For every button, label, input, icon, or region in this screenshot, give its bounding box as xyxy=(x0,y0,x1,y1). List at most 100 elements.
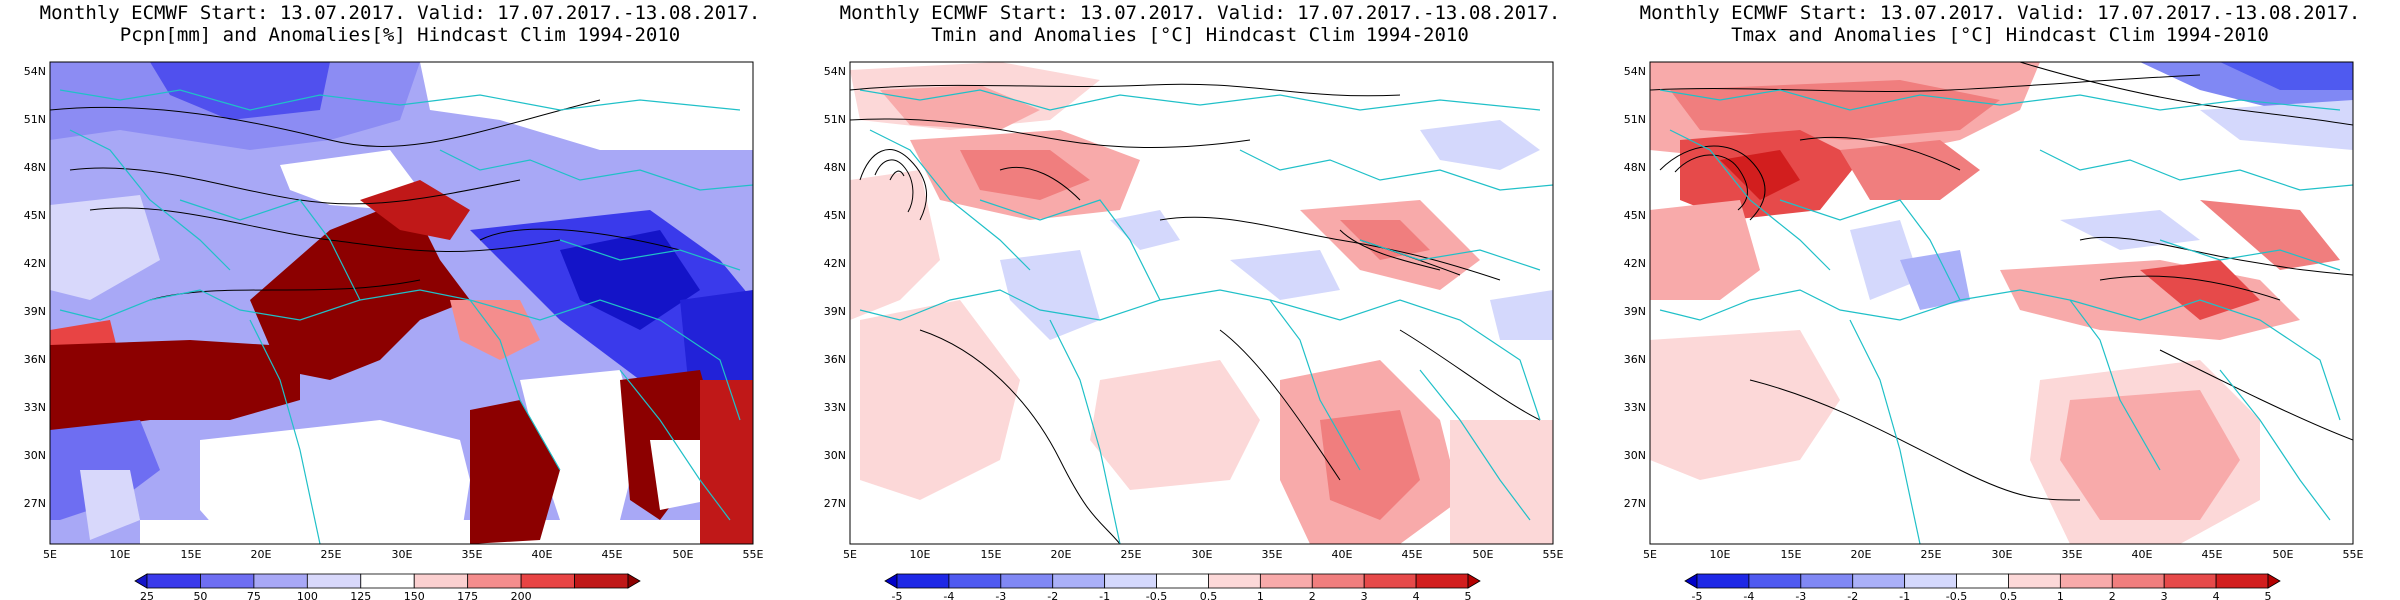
lat-label: 51N xyxy=(24,113,46,126)
colorbar-swatch xyxy=(413,573,469,589)
lon-label: 15E xyxy=(1781,548,1802,561)
colorbar-swatch xyxy=(1104,573,1157,589)
colorbar-label: 0.5 xyxy=(1200,590,1218,600)
lon-label: 25E xyxy=(321,548,342,561)
lat-label: 30N xyxy=(24,449,46,462)
tmax-colorbar: -5 -4 -3 -2 -1 -0.5 0.5 1 2 3 4 5 xyxy=(1684,573,2281,600)
lat-label: 54N xyxy=(24,65,46,78)
lat-label: 51N xyxy=(824,113,846,126)
lat-label: 33N xyxy=(824,401,846,414)
lat-label: 48N xyxy=(24,161,46,174)
colorbar-label: 25 xyxy=(140,590,154,600)
panel-precipitation: Monthly ECMWF Start: 13.07.2017. Valid: … xyxy=(0,0,800,600)
colorbar-swatch xyxy=(1415,573,1469,589)
colorbar-swatch xyxy=(1800,573,1854,589)
colorbar-swatch xyxy=(2008,573,2061,589)
lon-label: 45E xyxy=(602,548,623,561)
colorbar-swatch xyxy=(1052,573,1106,589)
panel-tmin: Monthly ECMWF Start: 13.07.2017. Valid: … xyxy=(800,0,1600,600)
panel-title-line2: Pcpn[mm] and Anomalies[%] Hindcast Clim … xyxy=(119,24,681,46)
precip-colorbar: 25 50 75 100 125 150 175 200 xyxy=(134,573,641,600)
colorbar-high-arrow xyxy=(627,573,641,589)
lon-label: 25E xyxy=(1921,548,1942,561)
tmax-map: 54N 51N 48N 45N 42N 39N 36N 33N 30N 27N … xyxy=(1624,61,2364,600)
lat-label: 54N xyxy=(824,65,846,78)
colorbar-swatch xyxy=(574,573,629,589)
colorbar-label: 5 xyxy=(2265,590,2272,600)
lon-label: 40E xyxy=(1332,548,1353,561)
lat-label: 48N xyxy=(824,161,846,174)
lat-label: 51N xyxy=(1624,113,1646,126)
colorbar-label: -3 xyxy=(1795,590,1806,600)
colorbar-label: 2 xyxy=(2109,590,2116,600)
colorbar-label: -3 xyxy=(995,590,1006,600)
colorbar-swatch xyxy=(1259,573,1313,589)
latitude-axis: 54N 51N 48N 45N 42N 39N 36N 33N 30N 27N xyxy=(1624,65,1646,510)
colorbar-label: -0.5 xyxy=(1946,590,1967,600)
colorbar-swatch xyxy=(1904,573,1957,589)
longitude-axis: 5E 10E 15E 20E 25E 30E 35E 40E 45E 50E 5… xyxy=(43,548,763,561)
colorbar-label: -5 xyxy=(1692,590,1703,600)
lat-label: 39N xyxy=(824,305,846,318)
lon-label: 35E xyxy=(462,548,483,561)
lat-label: 42N xyxy=(1624,257,1646,270)
lon-label: 50E xyxy=(1473,548,1494,561)
colorbar-swatch xyxy=(146,573,201,589)
colorbar-swatch xyxy=(896,573,950,589)
longitude-axis: 5E 10E 15E 20E 25E 30E 35E 40E 45E 50E 5… xyxy=(1643,548,2363,561)
lat-label: 48N xyxy=(1624,161,1646,174)
colorbar-label: -2 xyxy=(1047,590,1058,600)
lon-label: 40E xyxy=(2132,548,2153,561)
lon-label: 20E xyxy=(1851,548,1872,561)
colorbar-swatch xyxy=(1696,573,1750,589)
lon-label: 30E xyxy=(392,548,413,561)
panel-title-line1: Monthly ECMWF Start: 13.07.2017. Valid: … xyxy=(839,2,1561,24)
lon-label: 35E xyxy=(2062,548,2083,561)
lon-label: 25E xyxy=(1121,548,1142,561)
lat-label: 33N xyxy=(24,401,46,414)
panel-title-line1: Monthly ECMWF Start: 13.07.2017. Valid: … xyxy=(39,2,761,24)
lat-label: 27N xyxy=(24,497,46,510)
lat-label: 39N xyxy=(1624,305,1646,318)
colorbar-swatch xyxy=(2059,573,2113,589)
colorbar-swatch xyxy=(1748,573,1802,589)
lat-label: 54N xyxy=(1624,65,1646,78)
colorbar-swatch xyxy=(306,573,362,589)
colorbar-swatch xyxy=(2215,573,2269,589)
lat-label: 45N xyxy=(24,209,46,222)
colorbar-label: 1 xyxy=(1257,590,1264,600)
colorbar-swatch xyxy=(467,573,522,589)
colorbar-label: -4 xyxy=(943,590,954,600)
colorbar-label: 3 xyxy=(1361,590,1368,600)
lon-label: 15E xyxy=(981,548,1002,561)
colorbar-label: 4 xyxy=(1413,590,1420,600)
lat-label: 36N xyxy=(1624,353,1646,366)
lon-label: 20E xyxy=(1051,548,1072,561)
lon-label: 20E xyxy=(251,548,272,561)
colorbar-swatch xyxy=(2111,573,2165,589)
lon-label: 5E xyxy=(1643,548,1657,561)
lat-label: 36N xyxy=(24,353,46,366)
colorbar-label: 4 xyxy=(2213,590,2220,600)
colorbar-high-arrow xyxy=(2267,573,2281,589)
colorbar-label: 100 xyxy=(297,590,318,600)
colorbar-swatch xyxy=(1000,573,1054,589)
colorbar-label: 1 xyxy=(2057,590,2064,600)
lon-label: 15E xyxy=(181,548,202,561)
lon-label: 10E xyxy=(1710,548,1731,561)
lon-label: 45E xyxy=(1402,548,1423,561)
lon-label: 50E xyxy=(2273,548,2294,561)
colorbar-label: -4 xyxy=(1743,590,1754,600)
panel-title-line2: Tmax and Anomalies [°C] Hindcast Clim 19… xyxy=(1731,24,2269,46)
panel-tmax: Monthly ECMWF Start: 13.07.2017. Valid: … xyxy=(1600,0,2400,600)
colorbar-swatch xyxy=(200,573,255,589)
lon-label: 50E xyxy=(673,548,694,561)
colorbar-label: -5 xyxy=(892,590,903,600)
lat-label: 45N xyxy=(824,209,846,222)
lat-label: 42N xyxy=(24,257,46,270)
lon-label: 30E xyxy=(1992,548,2013,561)
panel-title-line2: Tmin and Anomalies [°C] Hindcast Clim 19… xyxy=(931,24,1469,46)
lon-label: 35E xyxy=(1262,548,1283,561)
colorbar-label: 175 xyxy=(457,590,478,600)
lon-label: 55E xyxy=(1543,548,1564,561)
